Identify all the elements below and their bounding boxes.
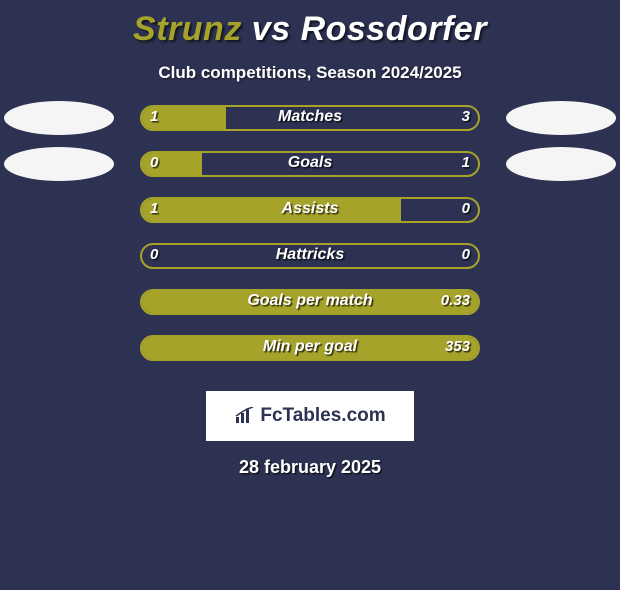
stat-label: Goals per match bbox=[140, 289, 480, 315]
player2-avatar bbox=[506, 101, 616, 135]
date-label: 28 february 2025 bbox=[0, 457, 620, 478]
stat-row: 01Goals bbox=[0, 151, 620, 197]
logo-text: FcTables.com bbox=[260, 405, 385, 427]
chart-bars-icon bbox=[234, 407, 256, 425]
stat-row: 10Assists bbox=[0, 197, 620, 243]
player1-avatar bbox=[4, 101, 114, 135]
logo-box: FcTables.com bbox=[206, 391, 414, 441]
stat-row: 00Hattricks bbox=[0, 243, 620, 289]
comparison-title: Strunz vs Rossdorfer bbox=[0, 10, 620, 49]
player2-name: Rossdorfer bbox=[301, 10, 487, 48]
stat-row: 353Min per goal bbox=[0, 335, 620, 381]
title-vs: vs bbox=[252, 10, 291, 48]
player1-avatar bbox=[4, 147, 114, 181]
comparison-chart: 13Matches01Goals10Assists00Hattricks0.33… bbox=[0, 105, 620, 381]
subtitle: Club competitions, Season 2024/2025 bbox=[0, 63, 620, 83]
player2-avatar bbox=[506, 147, 616, 181]
stat-row: 13Matches bbox=[0, 105, 620, 151]
logo: FcTables.com bbox=[234, 405, 385, 427]
stat-label: Hattricks bbox=[140, 243, 480, 269]
stat-label: Matches bbox=[140, 105, 480, 131]
stat-label: Min per goal bbox=[140, 335, 480, 361]
stat-label: Assists bbox=[140, 197, 480, 223]
player1-name: Strunz bbox=[133, 10, 242, 48]
stat-row: 0.33Goals per match bbox=[0, 289, 620, 335]
stat-label: Goals bbox=[140, 151, 480, 177]
